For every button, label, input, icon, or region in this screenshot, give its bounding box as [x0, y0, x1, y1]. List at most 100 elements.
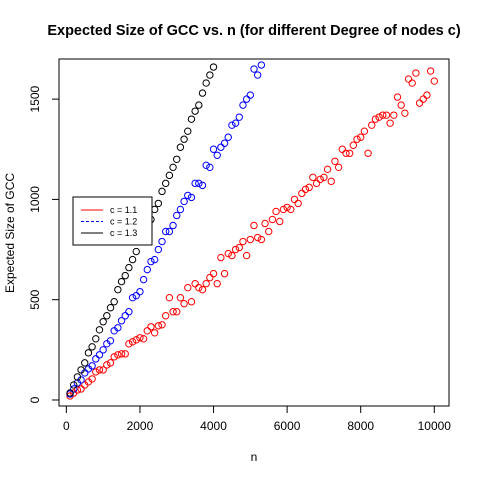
data-point: [88, 375, 96, 383]
data-point: [147, 257, 155, 266]
data-point: [106, 337, 115, 345]
data-point: [386, 119, 394, 127]
data-point: [106, 304, 115, 312]
data-point: [379, 111, 387, 119]
data-point: [158, 321, 166, 329]
data-point: [393, 93, 402, 101]
data-point: [217, 253, 225, 262]
data-point: [184, 191, 192, 200]
data-point: [184, 127, 192, 135]
data-point: [114, 324, 122, 332]
x-tick-label: 2000: [127, 419, 154, 433]
data-point: [272, 207, 280, 216]
data-point: [191, 279, 199, 288]
data-point: [125, 263, 133, 272]
data-point: [95, 326, 104, 334]
data-point: [173, 211, 181, 220]
data-point: [206, 163, 214, 172]
data-point: [290, 195, 299, 204]
data-point: [103, 312, 111, 320]
data-point: [117, 350, 126, 358]
data-point: [121, 350, 129, 358]
data-point: [312, 179, 321, 188]
data-point: [191, 179, 199, 188]
y-tick-label: 1500: [28, 85, 42, 112]
data-point: [195, 179, 203, 188]
data-point: [173, 308, 181, 316]
data-point: [99, 318, 107, 326]
data-point: [139, 275, 148, 284]
data-point: [99, 346, 107, 354]
data-point: [88, 362, 96, 370]
data-point: [287, 205, 295, 214]
data-point: [110, 353, 118, 361]
data-point: [121, 312, 129, 320]
data-point: [198, 89, 207, 97]
data-point: [206, 273, 214, 282]
chart-title: Expected Size of GCC vs. n (for differen…: [47, 23, 460, 39]
data-point: [224, 249, 232, 258]
data-point: [242, 251, 251, 260]
data-point: [209, 145, 218, 153]
data-point: [198, 181, 207, 190]
data-point: [143, 327, 152, 335]
data-point: [349, 141, 358, 149]
data-point: [176, 143, 185, 151]
data-point: [231, 119, 240, 127]
data-point: [206, 71, 214, 79]
data-point: [73, 373, 82, 381]
data-point: [81, 359, 89, 367]
data-point: [70, 385, 78, 393]
data-point: [360, 127, 369, 135]
data-point: [412, 69, 420, 77]
data-point: [180, 300, 188, 308]
data-point: [356, 133, 365, 141]
data-point: [202, 279, 210, 288]
data-point: [106, 359, 115, 367]
data-point: [353, 135, 361, 143]
data-point: [187, 297, 196, 306]
data-point: [158, 237, 166, 246]
data-point: [213, 279, 221, 288]
data-point: [161, 179, 170, 188]
data-point: [73, 386, 82, 394]
data-point: [114, 285, 122, 294]
data-point: [121, 271, 129, 280]
series-2: [66, 61, 266, 398]
data-point: [95, 366, 104, 374]
data-point: [202, 79, 210, 87]
data-points: [66, 61, 438, 400]
data-point: [268, 215, 277, 224]
data-point: [165, 227, 174, 236]
y-axis: 0 500 1000 1500: [28, 85, 60, 403]
data-point: [390, 111, 398, 119]
data-point: [401, 109, 409, 117]
data-point: [220, 139, 229, 147]
y-tick-label: 1000: [28, 186, 42, 213]
data-point: [253, 71, 262, 79]
x-tick-label: 4000: [200, 419, 227, 433]
data-point: [298, 189, 306, 198]
data-point: [117, 317, 126, 325]
data-point: [250, 221, 258, 230]
data-point: [92, 335, 100, 343]
data-point: [158, 187, 166, 196]
data-point: [331, 157, 339, 165]
legend-label: c = 1.3: [110, 228, 137, 238]
data-point: [103, 361, 111, 369]
data-point: [320, 173, 328, 182]
x-tick-label: 0: [63, 419, 70, 433]
data-point: [257, 235, 266, 244]
data-point: [198, 285, 207, 294]
data-point: [261, 219, 269, 228]
data-point: [77, 385, 85, 393]
data-point: [195, 283, 203, 292]
data-point: [154, 199, 163, 208]
data-point: [66, 389, 74, 397]
data-point: [88, 343, 96, 351]
data-point: [276, 217, 284, 226]
data-point: [209, 269, 218, 278]
data-point: [265, 227, 273, 236]
data-point: [165, 293, 174, 302]
data-point: [239, 101, 247, 109]
